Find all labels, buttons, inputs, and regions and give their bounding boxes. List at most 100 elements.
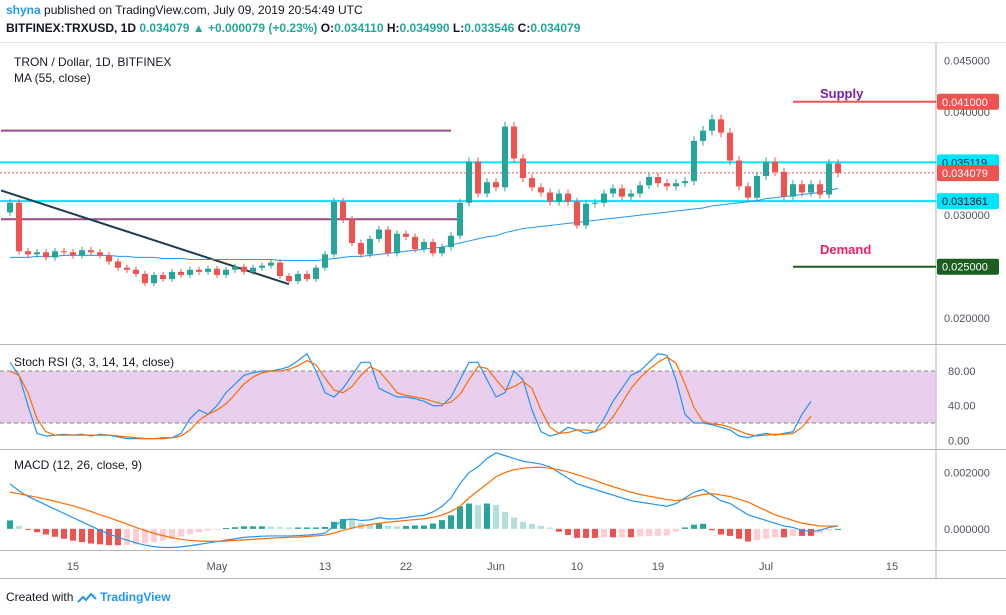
candle-body: [259, 265, 265, 268]
candle-body: [115, 261, 121, 268]
macd-histogram-bar: [430, 523, 436, 529]
close-label: C:: [517, 21, 531, 35]
candle-body: [142, 273, 148, 284]
macd-histogram-bar: [781, 528, 787, 538]
candle-body: [349, 219, 355, 243]
low-label: L:: [452, 21, 465, 35]
macd-histogram-bar: [538, 525, 544, 529]
macd-histogram-bar: [745, 528, 751, 542]
author-name[interactable]: shyna: [6, 3, 41, 17]
macd-histogram-bar: [511, 517, 517, 529]
candle-body: [61, 251, 67, 253]
macd-histogram-bar: [808, 528, 814, 536]
demand-label: Demand: [820, 242, 871, 257]
publish-info: shyna published on TradingView.com, July…: [6, 3, 363, 17]
ohlc-header: BITFINEX:TRXUSD, 1D 0.034079 ▲ +0.000079…: [6, 21, 580, 35]
candle-body: [538, 187, 544, 193]
tradingview-brand[interactable]: TradingView: [100, 590, 171, 604]
candle-body: [97, 252, 103, 256]
candle-body: [169, 271, 175, 280]
macd-title: MACD (12, 26, close, 9): [14, 458, 142, 472]
price-tick-label: 0.045000: [944, 56, 990, 68]
macd-histogram-bar: [16, 526, 22, 529]
macd-histogram-bar: [736, 528, 742, 539]
candle-body: [250, 267, 256, 272]
candle-body: [808, 184, 814, 193]
candle-body: [529, 178, 535, 188]
chart-frame: [0, 42, 1006, 579]
candle-body: [781, 171, 787, 197]
ma-indicator-label: MA (55, close): [14, 71, 91, 85]
candle-body: [826, 163, 832, 195]
macd-histogram-bar: [160, 528, 166, 541]
candle-body: [583, 203, 589, 226]
stoch-tick-label: 80.00: [948, 366, 976, 378]
candle-body: [574, 201, 580, 226]
candle-body: [124, 267, 130, 270]
macd-histogram-bar: [259, 526, 265, 529]
tradingview-logo-icon: [77, 592, 97, 603]
macd-histogram-bar: [682, 527, 688, 529]
price-label-box: [937, 165, 999, 182]
candle-body: [322, 254, 328, 268]
macd-histogram-bar: [25, 528, 31, 530]
stoch-rsi-lines: [9, 352, 812, 440]
macd-histogram-bar: [421, 525, 427, 529]
macd-histogram-bar: [124, 528, 130, 545]
candle-body: [70, 252, 76, 256]
time-tick-label: 10: [571, 561, 583, 573]
candle-body: [16, 202, 22, 252]
macd-histogram-bar: [502, 511, 508, 529]
macd-histogram-bar: [466, 503, 472, 529]
macd-histogram-bar: [106, 528, 112, 546]
macd-histogram-bar: [322, 526, 328, 529]
price-tick-label: 0.020000: [944, 313, 990, 325]
candle-body: [484, 182, 490, 194]
candle-body: [736, 160, 742, 187]
macd-histogram-bar: [484, 503, 490, 529]
macd-histogram-bar: [673, 528, 679, 532]
candle-body: [763, 161, 769, 176]
candle-body: [691, 140, 697, 182]
macd-histogram-bar: [385, 525, 391, 529]
close-value: 0.034079: [530, 21, 581, 35]
open-value: 0.034110: [334, 21, 384, 35]
macd-histogram-bar: [205, 528, 211, 531]
macd-histogram-bar: [655, 528, 661, 536]
candle-body: [457, 202, 463, 236]
candle-body: [655, 177, 661, 184]
time-tick-label: 19: [652, 561, 664, 573]
macd-histogram-bar: [223, 528, 229, 530]
candle-body: [799, 184, 805, 193]
macd-signal-line: [9, 466, 838, 542]
candle-body: [520, 158, 526, 179]
candle-body: [619, 188, 625, 197]
candle-body: [340, 201, 346, 220]
time-tick-label: 22: [400, 561, 412, 573]
macd-histogram-bar: [520, 521, 526, 529]
candle-body: [25, 251, 31, 255]
candle-body: [160, 274, 166, 280]
macd-histogram-bar: [691, 524, 697, 529]
macd-histogram-bar: [493, 504, 499, 529]
candle-body: [547, 192, 553, 202]
candle-body: [214, 268, 220, 275]
macd-histogram-bar: [196, 528, 202, 533]
candle-body: [493, 182, 499, 188]
candle-body: [268, 262, 274, 266]
macd-histogram-bar: [439, 520, 445, 529]
macd-histogram-bar: [340, 519, 346, 529]
macd-histogram-bar: [574, 528, 580, 538]
macd-histogram-bar: [754, 528, 760, 541]
macd-histogram-bar: [376, 523, 382, 529]
price-axis: 0.0450000.0400000.0350000.0300000.025000…: [937, 56, 999, 536]
macd-histogram-bar: [412, 525, 418, 529]
candle-body: [88, 250, 94, 253]
macd-histogram-bar: [556, 528, 562, 532]
time-axis: 15 May 13 22 Jun 10 19 Jul 15: [67, 561, 898, 573]
macd-tick-label: 0.000000: [944, 524, 990, 536]
candle-body: [133, 269, 139, 274]
macd-histogram-bar: [628, 528, 634, 538]
macd-histogram-bar: [34, 528, 40, 533]
candle-body: [178, 271, 184, 275]
